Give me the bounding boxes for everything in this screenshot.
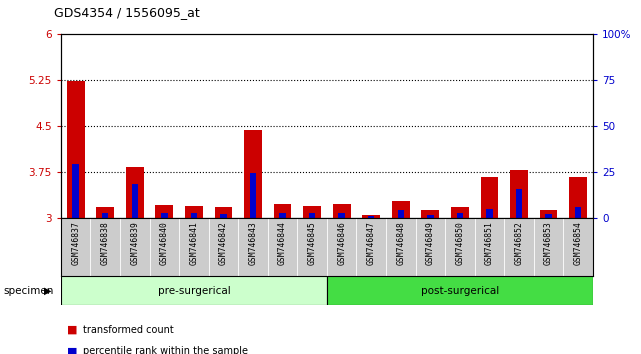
Text: GDS4354 / 1556095_at: GDS4354 / 1556095_at bbox=[54, 6, 200, 19]
Text: GSM746839: GSM746839 bbox=[130, 221, 139, 264]
Text: GSM746850: GSM746850 bbox=[455, 221, 465, 264]
Text: GSM746848: GSM746848 bbox=[396, 221, 405, 264]
Text: GSM746841: GSM746841 bbox=[189, 221, 199, 264]
Bar bbox=[250, 173, 256, 218]
Text: specimen: specimen bbox=[3, 286, 54, 296]
Bar bbox=[67, 81, 85, 218]
Bar bbox=[156, 205, 173, 218]
Bar bbox=[427, 215, 433, 218]
Text: GSM746837: GSM746837 bbox=[71, 221, 80, 264]
Bar bbox=[126, 167, 144, 218]
Text: post-surgerical: post-surgerical bbox=[420, 286, 499, 296]
Text: GSM746843: GSM746843 bbox=[249, 221, 258, 264]
Text: GSM746851: GSM746851 bbox=[485, 221, 494, 264]
Bar bbox=[161, 213, 167, 218]
Bar bbox=[362, 215, 380, 218]
Bar bbox=[481, 177, 498, 218]
Bar bbox=[545, 214, 552, 218]
Text: ■: ■ bbox=[67, 346, 78, 354]
Bar bbox=[456, 213, 463, 218]
Bar bbox=[244, 130, 262, 218]
Bar bbox=[221, 214, 227, 218]
Bar bbox=[279, 213, 286, 218]
Text: GSM746840: GSM746840 bbox=[160, 221, 169, 264]
Text: GSM746854: GSM746854 bbox=[574, 221, 583, 264]
Bar bbox=[309, 213, 315, 218]
Bar bbox=[397, 210, 404, 218]
Bar bbox=[338, 213, 345, 218]
Text: GSM746847: GSM746847 bbox=[367, 221, 376, 264]
Bar bbox=[333, 204, 351, 218]
Bar bbox=[274, 204, 292, 218]
Bar bbox=[569, 177, 587, 218]
Bar bbox=[102, 213, 108, 218]
Bar bbox=[540, 210, 558, 218]
Bar bbox=[185, 206, 203, 218]
Text: pre-surgerical: pre-surgerical bbox=[158, 286, 230, 296]
Text: GSM746838: GSM746838 bbox=[101, 221, 110, 264]
Text: GSM746852: GSM746852 bbox=[515, 221, 524, 264]
Bar bbox=[131, 184, 138, 218]
Text: ▶: ▶ bbox=[44, 286, 51, 296]
Bar bbox=[368, 216, 374, 218]
Bar bbox=[303, 206, 321, 218]
Text: GSM746844: GSM746844 bbox=[278, 221, 287, 264]
FancyBboxPatch shape bbox=[61, 276, 327, 305]
Text: GSM746853: GSM746853 bbox=[544, 221, 553, 264]
Text: GSM746842: GSM746842 bbox=[219, 221, 228, 264]
Bar bbox=[72, 164, 79, 218]
Text: GSM746845: GSM746845 bbox=[308, 221, 317, 264]
Bar bbox=[190, 213, 197, 218]
Text: percentile rank within the sample: percentile rank within the sample bbox=[83, 346, 248, 354]
Bar bbox=[451, 207, 469, 218]
Text: GSM746846: GSM746846 bbox=[337, 221, 346, 264]
Bar bbox=[516, 189, 522, 218]
Bar bbox=[510, 170, 528, 218]
FancyBboxPatch shape bbox=[327, 276, 593, 305]
Bar bbox=[96, 207, 114, 218]
Text: ■: ■ bbox=[67, 325, 78, 335]
Bar bbox=[215, 207, 232, 218]
Bar bbox=[487, 209, 493, 218]
Bar bbox=[392, 200, 410, 218]
Text: GSM746849: GSM746849 bbox=[426, 221, 435, 264]
Bar bbox=[575, 207, 581, 218]
Text: transformed count: transformed count bbox=[83, 325, 174, 335]
Bar bbox=[422, 210, 439, 218]
